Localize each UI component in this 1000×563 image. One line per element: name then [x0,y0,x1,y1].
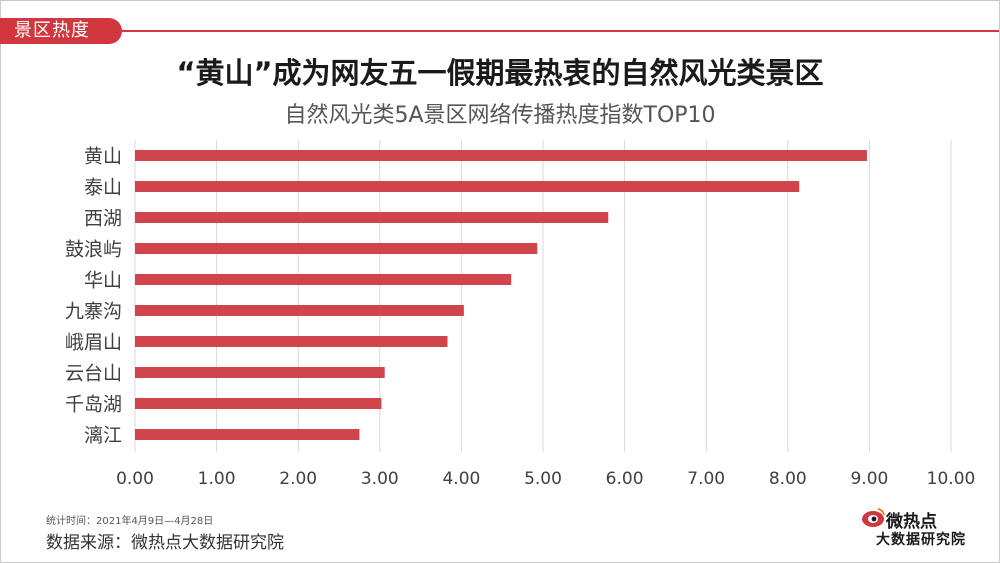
bar [135,429,360,440]
category-label: 西湖 [84,208,122,230]
category-label: 黄山 [84,146,122,168]
brand-logo: 微热点 大数据研究院 [858,507,968,553]
category-label: 华山 [84,270,122,292]
x-tick-label: 2.00 [279,469,317,489]
category-label: 千岛湖 [65,394,122,416]
bar [135,305,464,316]
category-label: 云台山 [65,363,122,385]
category-label: 九寨沟 [65,301,122,323]
logo-text-bottom: 大数据研究院 [876,532,966,548]
x-tick-label: 10.00 [927,469,976,489]
x-tick-label: 8.00 [769,469,807,489]
bars [135,150,867,440]
x-tick-label: 3.00 [361,469,399,489]
bar [135,181,800,192]
section-tag: 景区热度 [0,18,122,44]
logo-eye-icon [862,508,885,527]
stat-period: 统计时间：2021年4月9日—4月28日 [46,516,214,527]
chart-title: 自然风光类5A景区网络传播热度指数TOP10 [284,103,716,128]
bar [135,274,512,285]
category-label: 鼓浪屿 [65,239,122,261]
x-tick-label: 9.00 [850,469,888,489]
x-tick-label: 5.00 [524,469,562,489]
bar [135,243,538,254]
data-source: 数据来源：微热点大数据研究院 [46,533,284,553]
logo-text-top: 微热点 [886,512,937,532]
category-label: 泰山 [84,177,122,199]
x-tick-label: 7.00 [687,469,725,489]
header-rule [122,30,999,32]
bar [135,398,382,409]
bar [135,212,609,223]
page-title: “黄山”成为网友五一假期最热衷的自然风光类景区 [176,56,824,90]
category-label: 峨眉山 [65,332,122,354]
x-tick-label: 6.00 [606,469,644,489]
bar [135,367,385,378]
x-axis-tick-labels: 0.00 1.00 2.00 3.00 4.00 5.00 6.00 7.00 8.00 9.00… [116,469,975,489]
x-tick-label: 4.00 [442,469,480,489]
category-label: 漓江 [84,425,122,447]
x-tick-label: 1.00 [198,469,236,489]
x-tick-label: 0.00 [116,469,154,489]
bar [135,150,867,161]
bar [135,336,448,347]
